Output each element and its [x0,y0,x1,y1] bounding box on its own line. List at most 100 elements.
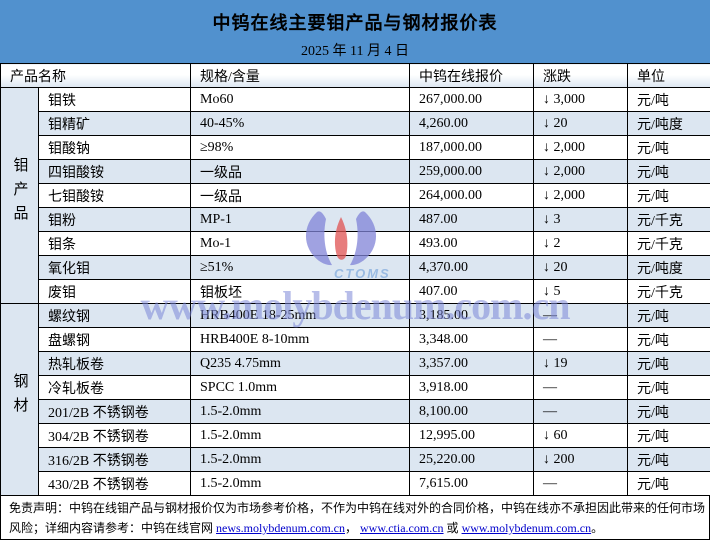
cell-unit: 元/吨 [627,135,710,160]
cell-price: 4,260.00 [409,111,534,136]
cell-unit: 元/吨 [627,327,710,352]
cell-unit: 元/吨 [627,159,710,184]
disclaimer-line1: 免责声明：中钨在线钼产品与钢材报价仅为市场参考价格，不作为中钨在线对外的合同价格… [9,501,706,515]
table-row: 钼产品 钼铁 Mo60 267,000.00 ↓ 3,000 元/吨 [0,87,710,304]
cell-change: ↓ 2,000 [533,159,628,184]
cell-price: 493.00 [409,231,534,256]
cell-unit: 元/吨 [627,351,710,376]
table-row: 钼粉 MP-1 487.00 ↓ 3 元/千克 [1,207,710,232]
price-table: 产品名称 规格/含量 中钨在线报价 涨跌 单位 钼产品 钼铁 Mo60 267,000… [0,63,710,496]
cell-spec: Mo-1 [190,231,410,256]
cell-price: 25,220.00 [409,447,534,472]
cell-change: ↓ 2,000 [533,135,628,160]
col-header-spec: 规格/含量 [190,63,410,88]
col-header-unit: 单位 [627,63,710,88]
table-row: 304/2B 不锈钢卷 1.5-2.0mm 12,995.00 ↓ 60 元/吨 [1,423,710,448]
table-row: 七钼酸铵 一级品 264,000.00 ↓ 2,000 元/吨 [1,183,710,208]
cell-spec: 一级品 [190,183,410,208]
disclaimer-sep2: 或 [443,521,462,535]
title-banner: 中钨在线主要钼产品与钢材报价表 2025 年 11 月 4 日 [0,0,710,63]
table-row: 冷轧板卷 SPCC 1.0mm 3,918.00— 元/吨 [1,375,710,400]
cell-unit: 元/吨 [627,87,710,112]
table-row: 钼精矿 40-45% 4,260.00 ↓ 20 元/吨度 [1,111,710,136]
cell-price: 7,615.00 [409,471,534,496]
cell-change: ↓ 20 [533,111,628,136]
cell-spec: 40-45% [190,111,410,136]
cell-price: 264,000.00 [409,183,534,208]
cell-unit: 元/吨 [627,375,710,400]
cell-price: 3,918.00 [409,375,534,400]
price-table-body: 钼产品 钼铁 Mo60 267,000.00 ↓ 3,000 元/吨 钼精矿 40-45% 4,… [0,87,710,496]
table-row: 热轧板卷 Q235 4.75mm 3,357.00 ↓ 19 元/吨 [1,351,710,376]
cell-product-name: 钼铁 [38,87,191,112]
cell-change: — [533,327,628,352]
cell-spec: HRB400E 8-10mm [190,327,410,352]
cell-spec: 1.5-2.0mm [190,447,410,472]
table-row: 钼条 Mo-1 493.00 ↓ 2 元/千克 [1,231,710,256]
cell-product-name: 七钼酸铵 [38,183,191,208]
cell-change: ↓ 19 [533,351,628,376]
page-title: 中钨在线主要钼产品与钢材报价表 [212,13,498,33]
disclaimer-sep1: ， [345,521,361,535]
cell-unit: 元/吨度 [627,111,710,136]
group-label: 钢材 [11,373,28,421]
cell-product-name: 钼精矿 [38,111,191,136]
cell-price: 259,000.00 [409,159,534,184]
report-date: 2025 年 11 月 4 日 [301,44,409,59]
link-ctia[interactable]: www.ctia.com.cn [360,521,444,535]
table-row: 盘螺钢 HRB400E 8-10mm 3,348.00— 元/吨 [1,327,710,352]
table-row: 废钼 钼板坯 407.00 ↓ 5 元/千克 [1,279,710,304]
cell-change: ↓ 3 [533,207,628,232]
table-row: 钢材 螺纹钢 HRB400E 18-25mm 3,185.00— 元/吨 [0,303,710,496]
cell-price: 3,348.00 [409,327,534,352]
group-cell-1: 钢材 [0,303,39,496]
link-news-molybdenum[interactable]: news.molybdenum.com.cn [216,521,345,535]
cell-product-name: 四钼酸铵 [38,159,191,184]
table-row: 四钼酸铵 一级品 259,000.00 ↓ 2,000 元/吨 [1,159,710,184]
cell-change: — [533,375,628,400]
cell-change: — [533,471,628,496]
cell-spec: 1.5-2.0mm [190,423,410,448]
cell-product-name: 螺纹钢 [38,303,191,328]
cell-spec: Mo60 [190,87,410,112]
cell-change: ↓ 2 [533,231,628,256]
table-row: 201/2B 不锈钢卷 1.5-2.0mm 8,100.00— 元/吨 [1,399,710,424]
cell-spec: HRB400E 18-25mm [190,303,410,328]
cell-price: 4,370.00 [409,255,534,280]
group-label: 钼产品 [11,157,28,229]
cell-spec: Q235 4.75mm [190,351,410,376]
header-row: 产品名称 规格/含量 中钨在线报价 涨跌 单位 [0,63,710,88]
cell-product-name: 430/2B 不锈钢卷 [38,471,191,496]
col-header-price: 中钨在线报价 [409,63,534,88]
cell-spec: 1.5-2.0mm [190,399,410,424]
cell-price: 487.00 [409,207,534,232]
cell-price: 407.00 [409,279,534,304]
cell-product-name: 废钼 [38,279,191,304]
cell-price: 8,100.00 [409,399,534,424]
cell-spec: 1.5-2.0mm [190,471,410,496]
cell-spec: ≥51% [190,255,410,280]
table-row: 316/2B 不锈钢卷 1.5-2.0mm 25,220.00 ↓ 200 元/吨 [1,447,710,472]
cell-product-name: 热轧板卷 [38,351,191,376]
cell-spec: SPCC 1.0mm [190,375,410,400]
link-molybdenum[interactable]: www.molybdenum.com.cn [461,521,592,535]
cell-price: 187,000.00 [409,135,534,160]
cell-product-name: 钼条 [38,231,191,256]
cell-unit: 元/吨 [627,471,710,496]
cell-product-name: 304/2B 不锈钢卷 [38,423,191,448]
cell-change: — [533,303,628,328]
cell-spec: 一级品 [190,159,410,184]
disclaimer-line2-text: 风险；详细内容请参考：中钨在线官网 [9,521,217,535]
cell-product-name: 钼酸钠 [38,135,191,160]
table-row: 钼酸钠 ≥98% 187,000.00 ↓ 2,000 元/吨 [1,135,710,160]
cell-product-name: 氧化钼 [38,255,191,280]
cell-price: 267,000.00 [409,87,534,112]
cell-price: 3,357.00 [409,351,534,376]
disclaimer: 免责声明：中钨在线钼产品与钢材报价仅为市场参考价格，不作为中钨在线对外的合同价格… [0,496,710,540]
col-header-change: 涨跌 [533,63,628,88]
cell-product-name: 201/2B 不锈钢卷 [38,399,191,424]
cell-unit: 元/千克 [627,231,710,256]
cell-change: ↓ 60 [533,423,628,448]
cell-spec: MP-1 [190,207,410,232]
